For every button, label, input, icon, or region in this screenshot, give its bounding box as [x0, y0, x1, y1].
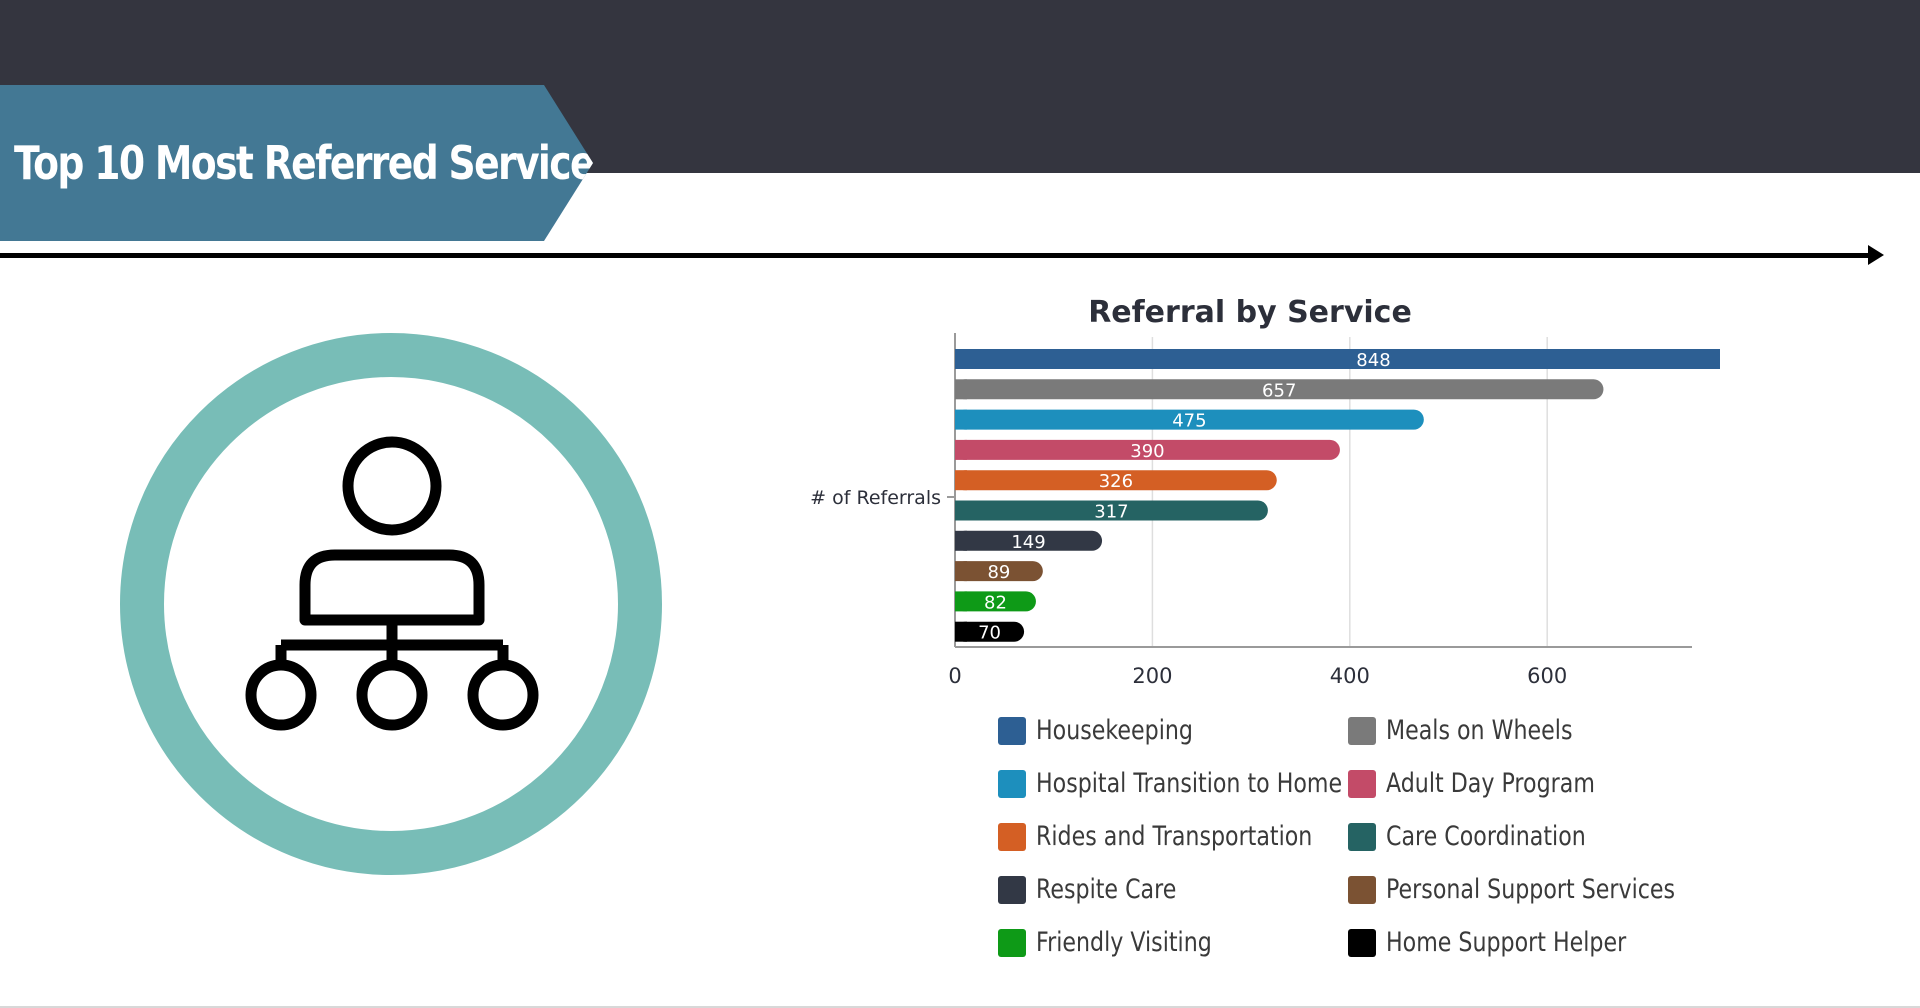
- legend-label: Home Support Helper: [1386, 927, 1627, 958]
- bar-base: [955, 591, 967, 612]
- org-hierarchy-icon: [245, 436, 539, 731]
- x-tick-label: 600: [1527, 664, 1567, 688]
- timeline-arrow-icon: [1868, 245, 1884, 265]
- chart-legend: Housekeeping Meals on Wheels Hospital Tran…: [998, 715, 1698, 958]
- referral-chart: Referral by Service 848 657 475 390 326 317 14…: [780, 285, 1720, 975]
- legend-swatch: [998, 716, 1026, 745]
- chart-plot: 8486574753903263171498982700200400600800…: [810, 333, 1720, 688]
- data-label: 657: [1262, 380, 1296, 401]
- legend-item: Care Coordination: [1348, 821, 1698, 852]
- bar-base: [955, 439, 967, 460]
- y-axis-label: # of Referrals: [810, 487, 941, 509]
- legend-swatch: [998, 928, 1026, 957]
- bar-adult-day-program: [955, 439, 1340, 460]
- legend-swatch: [1348, 769, 1376, 798]
- bar-home-support-helper: [955, 621, 1025, 642]
- legend-label: Adult Day Program: [1386, 768, 1595, 799]
- bottom-rule: [0, 1006, 1920, 1008]
- bar-hospital-transition-to-home: [955, 409, 1424, 430]
- bar-housekeeping: [955, 349, 1720, 369]
- bar-base: [955, 409, 967, 430]
- bar-base: [955, 561, 967, 582]
- x-tick-label: 400: [1330, 664, 1370, 688]
- data-label: 89: [987, 562, 1010, 583]
- legend-item: Housekeeping: [998, 715, 1348, 746]
- legend-swatch: [998, 822, 1026, 851]
- data-label: 317: [1094, 502, 1128, 523]
- title-banner: Top 10 Most Referred Services: [0, 85, 593, 241]
- legend-swatch: [998, 769, 1026, 798]
- bar-base: [955, 500, 967, 521]
- legend-label: Respite Care: [1036, 874, 1177, 905]
- legend-label: Meals on Wheels: [1386, 715, 1573, 746]
- bar-meals-on-wheels: [955, 379, 1604, 400]
- legend-item: Friendly Visiting: [998, 927, 1348, 958]
- legend-swatch: [998, 875, 1026, 904]
- bar-friendly-visiting: [955, 591, 1036, 612]
- bar-base: [955, 621, 967, 642]
- legend-label: Personal Support Services: [1386, 874, 1676, 905]
- legend-item: Home Support Helper: [1348, 927, 1698, 958]
- legend-label: Hospital Transition to Home: [1036, 768, 1343, 799]
- bar-base: [955, 349, 967, 369]
- x-tick-label: 200: [1132, 664, 1172, 688]
- x-tick-label: 0: [948, 664, 961, 688]
- timeline-line: [0, 253, 1872, 258]
- bar-respite-care: [955, 530, 1103, 551]
- legend-item: Rides and Transportation: [998, 821, 1348, 852]
- page-title: Top 10 Most Referred Services: [14, 136, 615, 190]
- legend-item: Respite Care: [998, 874, 1348, 905]
- bar-rides-and-transportation: [955, 470, 1277, 491]
- data-label: 326: [1099, 471, 1133, 492]
- legend-swatch: [1348, 875, 1376, 904]
- data-label: 848: [1356, 350, 1390, 371]
- data-label: 70: [978, 623, 1001, 644]
- legend-label: Care Coordination: [1386, 821, 1586, 852]
- legend-label: Friendly Visiting: [1036, 927, 1212, 958]
- chart-title: Referral by Service: [1088, 295, 1412, 330]
- data-label: 82: [984, 592, 1007, 613]
- legend-item: Adult Day Program: [1348, 768, 1698, 799]
- legend-swatch: [1348, 716, 1376, 745]
- legend-item: Personal Support Services: [1348, 874, 1698, 905]
- bar-personal-support-services: [955, 561, 1043, 582]
- legend-swatch: [1348, 822, 1376, 851]
- legend-label: Rides and Transportation: [1036, 821, 1313, 852]
- bar-base: [955, 530, 967, 551]
- data-label: 390: [1130, 441, 1164, 462]
- bar-base: [955, 470, 967, 491]
- data-label: 475: [1172, 411, 1206, 432]
- data-label: 149: [1011, 532, 1045, 553]
- legend-item: Meals on Wheels: [1348, 715, 1698, 746]
- legend-label: Housekeeping: [1036, 715, 1193, 746]
- legend-item: Hospital Transition to Home: [998, 768, 1348, 799]
- legend-swatch: [1348, 928, 1376, 957]
- bar-care-coordination: [955, 500, 1268, 521]
- bar-base: [955, 379, 967, 400]
